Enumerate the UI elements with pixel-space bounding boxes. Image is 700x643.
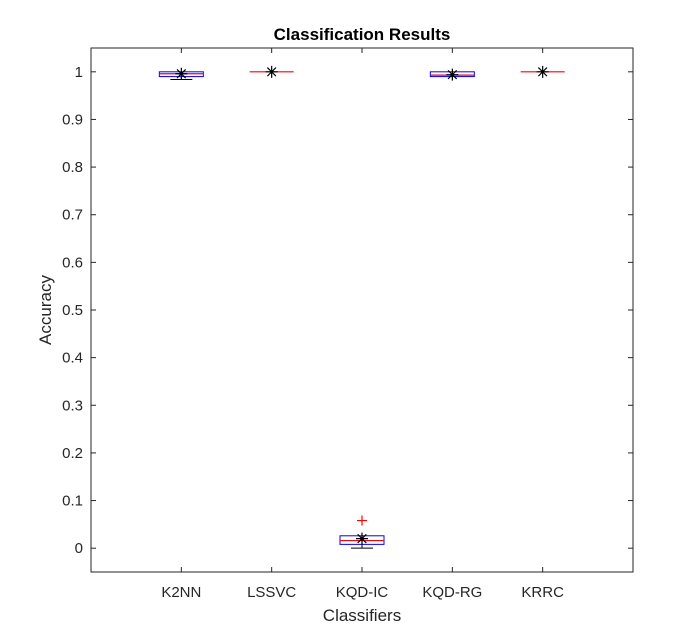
y-tick-label: 0.3 [62,397,83,414]
y-tick-label: 0.6 [62,254,83,271]
y-tick-label: 1 [75,64,83,81]
mean-marker [175,67,188,80]
y-tick-label: 0.9 [62,111,83,128]
box-kqd-rg [429,68,475,81]
mean-marker [356,532,368,545]
y-axis-label: Accuracy [36,275,55,345]
y-tick-label: 0.8 [62,159,83,176]
x-axis-label: Classifiers [323,606,401,625]
box-krrc [520,65,565,78]
box-lssvc [249,65,294,78]
chart-title: Classification Results [274,25,451,44]
box-series [158,65,565,549]
mean-marker [536,65,549,78]
y-tick-label: 0.4 [62,350,83,367]
x-tick-label: KRRC [521,584,564,601]
plot-area-frame [90,47,634,573]
y-tick-label: 0.5 [62,302,83,319]
mean-marker [446,68,459,81]
y-tick-label: 0 [75,540,83,557]
x-tick-label: KQD-RG [422,584,482,601]
box-k2nn [158,67,204,80]
y-tick-label: 0.2 [62,445,83,462]
outlier-marker [357,515,367,526]
mean-marker [265,65,278,78]
x-tick-label: LSSVC [247,584,296,601]
box-kqd-ic [339,515,385,549]
y-tick-label: 0.7 [62,207,83,224]
x-tick-label: K2NN [161,584,201,601]
y-tick-label: 0.1 [62,493,83,510]
x-tick-label: KQD-IC [336,584,389,601]
axis-ticks: 0 0.1 0.2 0.3 0.4 0.5 0.6 0.7 0.8 0.9 1 K2NN LSSVC KQ… [62,48,633,601]
